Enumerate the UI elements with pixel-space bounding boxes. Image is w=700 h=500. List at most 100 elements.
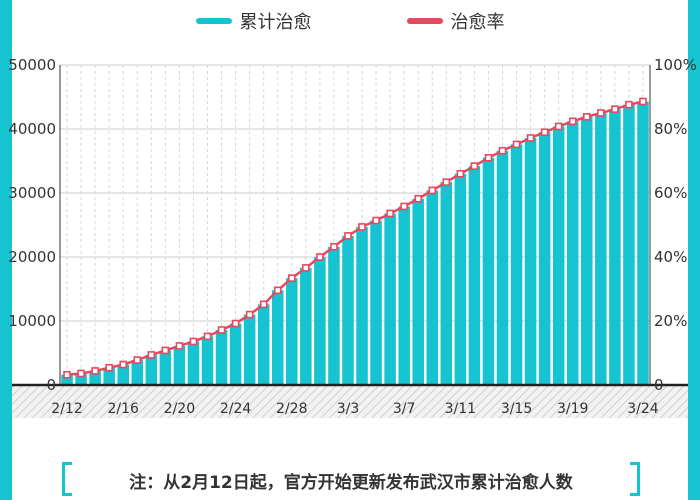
point-rate: [442, 178, 451, 186]
bar-cumulative: [524, 137, 537, 385]
y-left-tick-label: 0: [46, 376, 56, 394]
point-rate: [273, 286, 282, 295]
footnote-left-bracket: [62, 462, 72, 496]
bar-cumulative: [581, 116, 593, 385]
point-rate: [470, 162, 479, 170]
bar-cumulative: [328, 246, 340, 385]
legend-swatch-rate: [406, 18, 443, 24]
point-rate: [77, 369, 85, 378]
point-rate: [302, 264, 310, 272]
bar-cumulative: [412, 198, 424, 385]
point-rate: [568, 117, 577, 126]
footnote-text: 注：从2月12日起，官方开始更新发布武汉市累计治愈人数: [129, 472, 573, 493]
bar-cumulative: [370, 220, 382, 385]
bar-cumulative: [566, 121, 579, 385]
point-rate: [287, 274, 296, 282]
bar-cumulative: [552, 126, 565, 385]
point-rate: [639, 97, 647, 106]
legend-item-rate: 治愈率: [406, 8, 505, 34]
bar-cumulative: [510, 144, 523, 385]
bar-cumulative: [454, 173, 467, 385]
bar-cumulative: [173, 345, 186, 385]
point-rate: [161, 346, 170, 355]
point-rate: [330, 242, 338, 251]
point-rate: [119, 360, 128, 369]
x-tick-label: 2/16: [107, 401, 139, 417]
x-tick-label: 3/15: [501, 401, 532, 417]
bar-cumulative: [426, 190, 439, 385]
bar-cumulative: [538, 132, 551, 385]
point-rate: [498, 146, 507, 155]
bar-cumulative: [314, 257, 326, 385]
recovery-chart: 50000 40000 30000 20000 10000 0 100% 80% 60% 40% 2…: [8, 56, 697, 418]
point-rate: [512, 140, 521, 149]
point-rate: [625, 100, 633, 109]
bar-cumulative: [159, 350, 172, 385]
point-rate: [611, 105, 619, 113]
axis-hatched-band: [12, 385, 688, 418]
point-rate: [175, 342, 184, 350]
point-rate: [456, 170, 465, 178]
legend-item-cumulative: 累计治愈: [195, 8, 312, 34]
bar-cumulative: [609, 109, 621, 385]
point-rate: [133, 356, 142, 364]
bar-cumulative: [201, 336, 214, 385]
bar-cumulative: [257, 304, 270, 385]
x-tick-label: 3/11: [445, 401, 476, 417]
point-rate: [400, 202, 408, 211]
legend-label-rate: 治愈率: [450, 12, 505, 33]
point-rate: [91, 367, 99, 375]
chart-legend: 累计治愈 治愈率: [0, 6, 700, 36]
bar-cumulative: [637, 101, 649, 385]
point-rate: [484, 154, 493, 162]
bar-cumulative: [356, 226, 368, 385]
bar-cumulative: [398, 206, 410, 385]
bar-cumulative: [229, 323, 242, 385]
bar-cumulative: [496, 150, 509, 385]
y-left-tick-label: 30000: [8, 184, 56, 202]
point-rate: [203, 332, 212, 341]
x-tick-label: 2/12: [51, 401, 82, 417]
point-rate: [554, 122, 563, 131]
legend-swatch-cumulative: [195, 18, 232, 24]
axes: 50000 40000 30000 20000 10000 0 100% 80% 60% 40% 2…: [8, 56, 697, 418]
bar-cumulative: [482, 157, 495, 385]
right-accent-bar: [688, 0, 700, 500]
point-rate: [189, 337, 198, 346]
line-series-rate: [63, 97, 647, 379]
y-right-tick-label: 40%: [654, 248, 687, 266]
y-right-tick-label: 20%: [654, 312, 687, 330]
x-tick-label: 3/3: [337, 401, 360, 417]
bar-cumulative: [623, 104, 635, 386]
point-rate: [428, 186, 437, 195]
point-rate: [105, 363, 113, 372]
bar-cumulative: [468, 166, 481, 385]
y-left-tick-label: 10000: [8, 312, 56, 330]
bar-cumulative: [342, 235, 354, 385]
bar-cumulative: [131, 360, 144, 385]
y-right-tick-label: 0: [654, 376, 664, 394]
point-rate: [597, 109, 605, 117]
point-rate: [386, 209, 394, 218]
bar-cumulative: [89, 370, 101, 385]
bar-cumulative: [440, 182, 453, 385]
x-tick-label: 2/28: [276, 401, 307, 417]
bar-cumulative: [117, 364, 129, 385]
bar-cumulative: [595, 113, 607, 385]
point-rate: [316, 253, 324, 261]
point-rate: [372, 216, 380, 225]
point-rate: [259, 300, 268, 309]
x-tick-label: 3/7: [393, 401, 416, 417]
bar-cumulative: [384, 213, 396, 385]
bar-cumulative: [103, 367, 115, 385]
bar-cumulative: [61, 374, 73, 385]
left-accent-bar: [0, 0, 12, 500]
bar-cumulative: [215, 329, 228, 385]
footnote: 注：从2月12日起，官方开始更新发布武汉市累计治愈人数: [62, 462, 640, 498]
point-rate: [63, 370, 71, 379]
point-rate: [231, 319, 240, 328]
point-rate: [344, 232, 352, 240]
bar-cumulative: [187, 341, 200, 385]
footnote-right-bracket: [630, 462, 640, 496]
point-rate: [414, 194, 423, 203]
